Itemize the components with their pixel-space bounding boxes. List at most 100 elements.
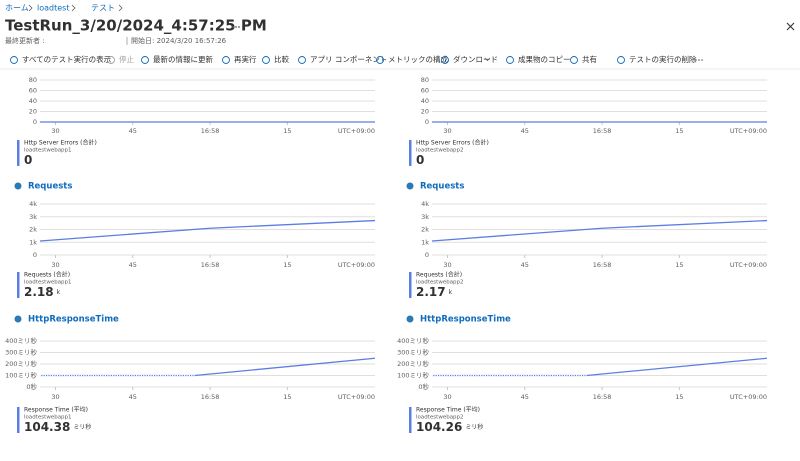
x-tick-label: 16:58 [593, 393, 612, 401]
legend-bar [409, 407, 412, 433]
toolbar-icon [570, 56, 578, 64]
legend-bar [17, 140, 20, 166]
toolbar-button[interactable]: 停止 [119, 54, 134, 64]
y-tick-label: 0秒 [26, 382, 37, 391]
x-tick-label: 45 [129, 261, 137, 269]
legend-value-number: 104.38 [24, 420, 70, 434]
x-tick-label: 30 [51, 127, 59, 135]
y-tick-label: 60 [421, 87, 429, 95]
toolbar-icon [298, 56, 306, 64]
toolbar-button[interactable]: すべてのテスト実行の表示 [22, 54, 112, 64]
chart-icon [406, 315, 414, 323]
page-title: TestRun_3/20/2024_4:57:25 PM [5, 17, 267, 35]
y-tick-label: 40 [29, 97, 37, 105]
toolbar-button[interactable]: 再実行 [234, 54, 257, 64]
x-tick-label: 16:58 [593, 261, 612, 269]
legend-resource: loadtestwebapp2 [416, 280, 464, 286]
dropdown-chevron [484, 57, 491, 62]
y-tick-label: 400ミリ秒 [5, 336, 37, 345]
timezone-label: UTC+09:00 [730, 127, 767, 135]
toolbar-button[interactable]: 成果物のコピー [518, 54, 571, 64]
toolbar-icon [107, 56, 115, 64]
chart-title: HttpResponseTime [420, 315, 511, 325]
modified-by: 最終更新者 : [5, 36, 45, 45]
toolbar-button[interactable]: 最新の情報に更新 [153, 54, 213, 64]
content: 0 20 40 60 80 30 45 16:58 15 UTC+09:00 Http Server… [5, 76, 768, 434]
breadcrumb-item[interactable]: ホーム [5, 4, 29, 13]
y-tick-label: 100ミリ秒 [5, 371, 37, 380]
chart-icon [406, 182, 414, 190]
legend-value-number: 0 [416, 153, 424, 167]
x-tick-label: 15 [675, 127, 683, 135]
legend-bar [17, 407, 20, 433]
legend-name: Requests (合計) [24, 271, 70, 279]
toolbar-button[interactable]: 比較 [274, 54, 289, 64]
y-tick-label: 2k [421, 226, 429, 234]
legend-value-number: 0 [24, 153, 32, 167]
line-series [431, 219, 768, 242]
x-tick-label: 30 [443, 127, 451, 135]
chart-title: Requests [420, 182, 464, 192]
legend-value-number: 2.17 [416, 285, 446, 299]
breadcrumb-item[interactable]: テスト [91, 4, 115, 13]
y-tick-label: 0 [33, 251, 37, 259]
legend-value-number: 2.18 [24, 285, 54, 299]
legend-value: 0 [24, 153, 32, 167]
toolbar-more[interactable] [695, 59, 703, 61]
x-tick-label: 16:58 [201, 261, 220, 269]
legend-name: Requests (合計) [416, 271, 462, 279]
x-tick-label: 15 [283, 261, 291, 269]
chevron [28, 4, 33, 12]
x-tick-label: 30 [443, 393, 451, 401]
y-tick-label: 60 [29, 87, 37, 95]
chevron [118, 4, 123, 12]
toolbar-icon [441, 56, 449, 64]
legend-bar [409, 140, 412, 166]
legend-name: Response Time (平均) [24, 406, 88, 414]
toolbar-button[interactable]: メトリックの構成 [388, 54, 448, 64]
y-tick-label: 100ミリ秒 [397, 371, 429, 380]
x-tick-label: 15 [675, 393, 683, 401]
more-button[interactable] [232, 26, 240, 28]
legend-value-unit: ミリ秒 [73, 423, 91, 431]
y-tick-label: 4k [29, 200, 37, 208]
toolbar-icon [376, 56, 384, 64]
timezone-label: UTC+09:00 [338, 261, 375, 269]
y-tick-label: 0秒 [418, 382, 429, 391]
legend-name: Http Server Errors (合計) [24, 139, 97, 147]
legend-value: 104.26 ミリ秒 [416, 420, 483, 434]
legend-resource: loadtestwebapp1 [24, 280, 72, 286]
y-tick-label: 0 [33, 118, 37, 126]
toolbar-button[interactable]: 共有 [582, 54, 597, 64]
y-tick-label: 3k [29, 213, 37, 221]
x-tick-label: 16:58 [593, 127, 612, 135]
legend-bar [409, 272, 412, 298]
y-tick-label: 300ミリ秒 [5, 348, 37, 357]
legend-value: 2.17 k [416, 285, 453, 299]
toolbar-icon [141, 56, 149, 64]
timezone-label: UTC+09:00 [338, 127, 375, 135]
chart-icon [14, 315, 22, 323]
line-series [432, 357, 768, 377]
x-tick-label: 45 [129, 393, 137, 401]
y-tick-label: 40 [421, 97, 429, 105]
x-tick-label: 16:58 [201, 127, 220, 135]
x-tick-label: 45 [521, 127, 529, 135]
y-tick-label: 80 [421, 76, 429, 84]
y-tick-label: 1k [29, 238, 37, 246]
x-tick-label: 45 [521, 261, 529, 269]
toolbar-icon [10, 56, 18, 64]
toolbar-button[interactable]: ダウンロード [453, 54, 498, 64]
breadcrumb-item[interactable]: loadtest [37, 4, 69, 13]
toolbar-button[interactable]: アプリ コンポーネント [310, 55, 387, 64]
y-tick-label: 20 [29, 108, 37, 116]
toolbar-icon [506, 56, 514, 64]
line-series [39, 219, 376, 242]
chevron [71, 4, 76, 12]
x-tick-label: 15 [283, 393, 291, 401]
legend-value-unit: k [57, 289, 61, 296]
x-tick-label: 15 [675, 261, 683, 269]
close-button[interactable] [786, 22, 795, 31]
toolbar-button[interactable]: テストの実行の削除 [629, 54, 697, 64]
